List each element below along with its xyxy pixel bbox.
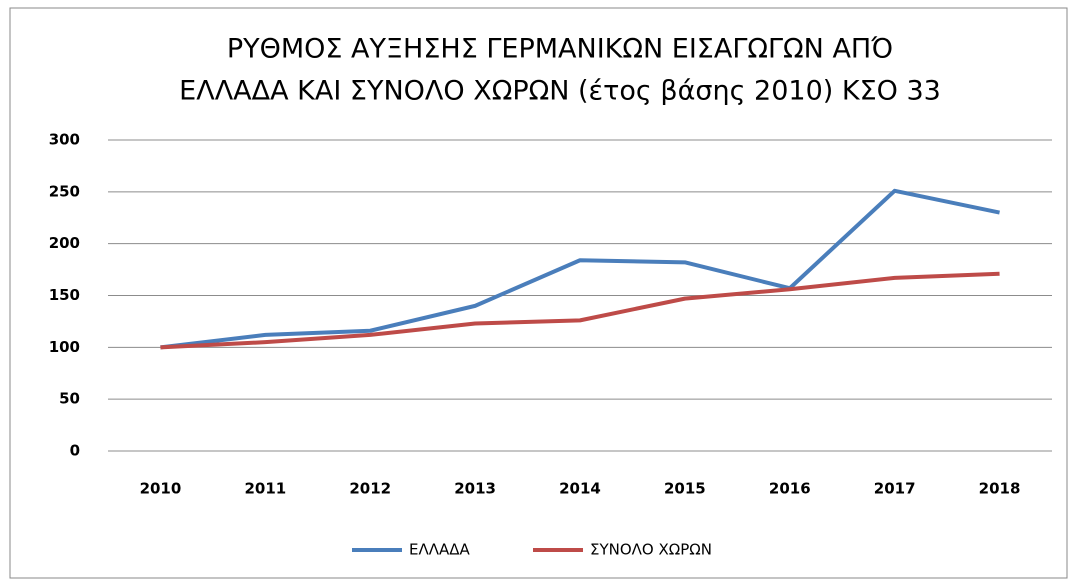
series-line <box>160 188 1000 350</box>
chart-frame <box>9 7 1068 579</box>
chart-title: ΡΥΘΜΟΣ ΑΥΞΗΣΗΣ ΓΕΡΜΑΝΙΚΩΝ ΕΙΣΑΓΩΓΩΝ ΑΠΌ <box>227 34 893 65</box>
y-tick-label: 200 <box>49 234 80 252</box>
x-tick-label: 2012 <box>349 480 391 498</box>
legend-label: ΕΛΛΑΔΑ <box>409 541 471 559</box>
y-tick-label: 100 <box>49 338 80 356</box>
legend-label: ΣΥΝΟΛΟ ΧΩΡΩΝ <box>590 541 712 559</box>
x-tick-label: 2018 <box>979 480 1021 498</box>
y-tick-label: 150 <box>49 286 80 304</box>
series-line <box>160 271 1000 350</box>
x-tick-label: 2014 <box>559 480 601 498</box>
x-tick-label: 2013 <box>454 480 496 498</box>
y-tick-label: 0 <box>70 442 80 460</box>
x-tick-label: 2017 <box>874 480 916 498</box>
chart-title: ΕΛΛΑΔΑ ΚΑΙ ΣΥΝΟΛΟ ΧΩΡΩΝ (έτος βάσης 2010… <box>179 76 941 107</box>
x-tick-label: 2011 <box>244 480 286 498</box>
y-tick-label: 250 <box>49 182 80 200</box>
y-tick-label: 50 <box>59 390 80 408</box>
x-tick-label: 2010 <box>140 480 182 498</box>
x-tick-label: 2015 <box>664 480 706 498</box>
x-tick-label: 2016 <box>769 480 811 498</box>
y-tick-label: 300 <box>49 131 80 149</box>
